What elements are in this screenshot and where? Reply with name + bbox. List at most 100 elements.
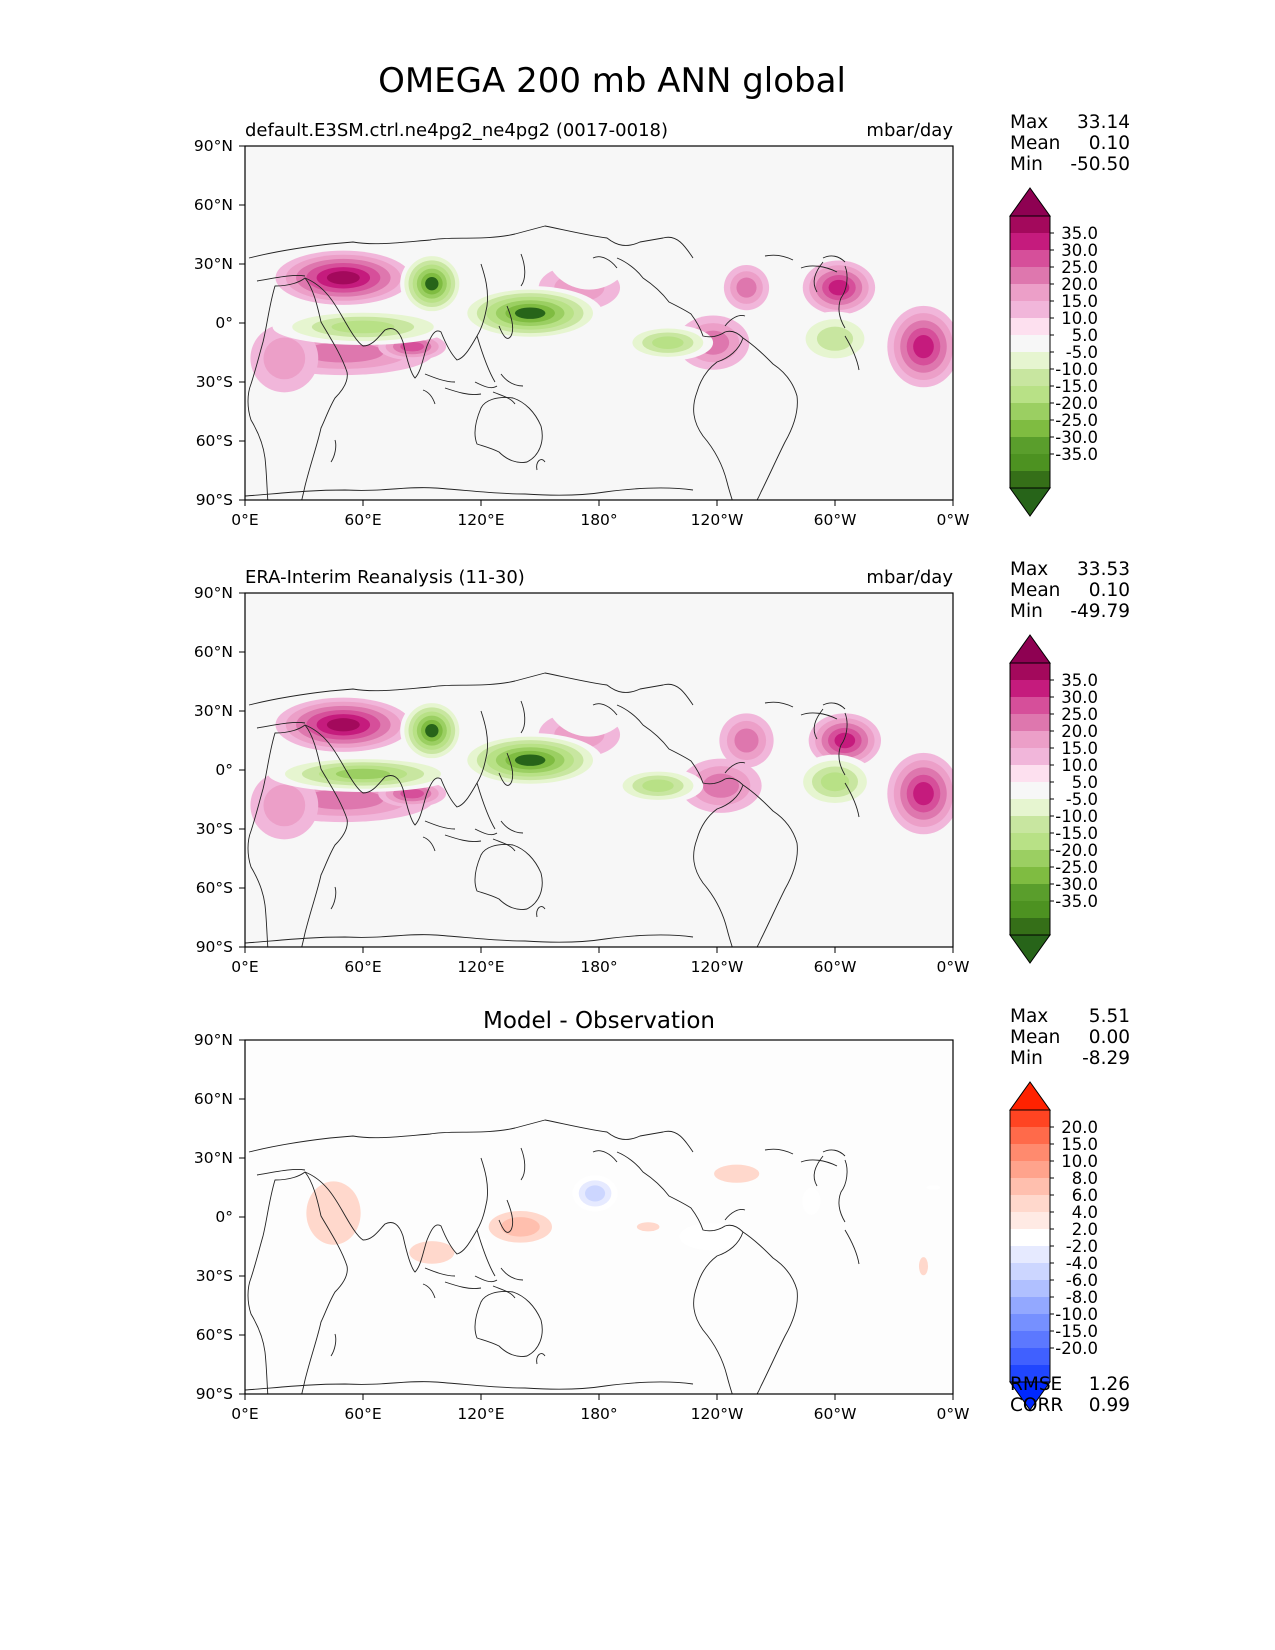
colorbar-label: -15.0 xyxy=(1055,377,1098,396)
stat-min-label: Min xyxy=(1010,1048,1043,1069)
stat-min-label: Min xyxy=(1010,601,1043,622)
colorbar-label: -8.0 xyxy=(1066,1288,1098,1307)
contour-feature xyxy=(734,728,759,753)
contour-feature xyxy=(326,718,360,732)
y-tick-label: 60°N xyxy=(194,1090,233,1108)
contour-feature xyxy=(543,199,635,290)
y-tick-label: 60°S xyxy=(196,432,233,450)
rmse-value: 1.26 xyxy=(1089,1374,1130,1395)
colorbar-label: -20.0 xyxy=(1055,394,1098,413)
contour-feature xyxy=(331,320,395,334)
y-tick-label: 30°S xyxy=(196,1267,233,1285)
contour-feature xyxy=(444,864,558,892)
stat-min-label: Min xyxy=(1010,154,1043,175)
x-tick-label: 180° xyxy=(580,958,617,976)
panel-title-left: default.E3SM.ctrl.ne4pg2_ne4pg2 (0017-00… xyxy=(245,120,668,141)
colorbar-label: 15.0 xyxy=(1061,1135,1098,1154)
contour-feature xyxy=(913,781,934,806)
colorbar-swatch xyxy=(1010,782,1050,799)
contour-feature xyxy=(306,1181,361,1245)
colorbar-swatch xyxy=(1010,318,1050,335)
colorbar-label: -20.0 xyxy=(1055,841,1098,860)
contour-feature xyxy=(500,1217,540,1237)
y-tick-label: 60°S xyxy=(196,879,233,897)
contour-feature xyxy=(514,754,546,766)
x-tick-label: 60°W xyxy=(814,1405,857,1423)
contour-feature xyxy=(263,337,306,380)
colorbar-label: 10.0 xyxy=(1061,1152,1098,1171)
y-tick-label: 60°N xyxy=(194,196,233,214)
colorbar-label: 10.0 xyxy=(1061,756,1098,775)
stat-mean-value: 0.10 xyxy=(1089,580,1130,601)
colorbar-swatch xyxy=(1010,799,1050,816)
colorbar-label: -5.0 xyxy=(1066,343,1098,362)
colorbar-swatch xyxy=(1010,403,1050,420)
stat-mean-value: 0.00 xyxy=(1089,1027,1130,1048)
contour-feature xyxy=(263,784,306,827)
colorbar-swatch xyxy=(1010,471,1050,488)
stat-max-label: Max xyxy=(1010,112,1048,133)
contour-fill xyxy=(245,199,953,500)
colorbar-swatch xyxy=(1010,680,1050,697)
colorbar-label: 2.0 xyxy=(1072,1220,1098,1239)
y-tick-label: 90°N xyxy=(194,137,233,155)
colorbar-swatch xyxy=(1010,352,1050,369)
corr-value: 0.99 xyxy=(1089,1395,1130,1416)
colorbar-swatch xyxy=(1010,731,1050,748)
colorbar-swatch xyxy=(1010,1348,1050,1365)
colorbar-label: 8.0 xyxy=(1072,1169,1098,1188)
colorbar-extend-max xyxy=(1009,1081,1051,1111)
colorbar-label: 25.0 xyxy=(1061,258,1098,277)
contour-feature xyxy=(802,1187,821,1215)
x-tick-label: 120°E xyxy=(457,511,504,529)
colorbar-label: -20.0 xyxy=(1055,1339,1098,1358)
colorbar: 20.015.010.08.06.04.02.0-2.0-4.0-6.0-8.0… xyxy=(1009,1081,1098,1411)
panel-model: default.E3SM.ctrl.ne4pg2_ne4pg2 (0017-00… xyxy=(194,120,970,529)
colorbar-extend-min xyxy=(1009,934,1051,964)
stat-max-value: 33.53 xyxy=(1077,559,1130,580)
colorbar-label: -25.0 xyxy=(1055,858,1098,877)
stat-max-label: Max xyxy=(1010,559,1048,580)
y-tick-label: 0° xyxy=(215,1208,233,1226)
contour-feature xyxy=(636,1222,660,1232)
colorbar-swatch xyxy=(1010,1263,1050,1280)
stat-mean-label: Mean xyxy=(1010,1027,1060,1048)
map-plot: 0°E 60°E 120°E 180° 120°W 60°W 0°W 90°N 60°N 30°N… xyxy=(194,1031,970,1423)
panel-title-center: Model - Observation xyxy=(483,1008,715,1034)
contour-feature xyxy=(820,772,850,792)
contour-feature xyxy=(918,1257,929,1276)
colorbar-swatch xyxy=(1010,233,1050,250)
contour-feature xyxy=(585,1185,606,1202)
colorbar-label: -15.0 xyxy=(1055,1322,1098,1341)
stats-block: Max 33.53 Mean 0.10 Min -49.79 xyxy=(1010,559,1130,622)
colorbar-swatch xyxy=(1010,867,1050,884)
y-tick-label: 30°S xyxy=(196,373,233,391)
contour-fill xyxy=(245,646,953,947)
y-tick-label: 0° xyxy=(215,314,233,332)
corr-label: CORR xyxy=(1010,1395,1063,1416)
colorbar-swatch xyxy=(1010,1331,1050,1348)
colorbar-label: 25.0 xyxy=(1061,705,1098,724)
y-tick-label: 90°S xyxy=(196,491,233,509)
colorbar-label: 15.0 xyxy=(1061,292,1098,311)
stat-max-value: 33.14 xyxy=(1077,112,1130,133)
colorbar-swatch xyxy=(1010,663,1050,680)
colorbar-label: 30.0 xyxy=(1061,241,1098,260)
y-tick-label: 30°N xyxy=(194,255,233,273)
x-tick-label: 120°W xyxy=(691,958,744,976)
colorbar-swatch xyxy=(1010,765,1050,782)
colorbar: 35.030.025.020.015.010.05.0-5.0-10.0-15.… xyxy=(1009,634,1098,964)
x-tick-label: 60°E xyxy=(344,511,381,529)
x-tick-label: 60°E xyxy=(344,958,381,976)
contour-feature xyxy=(679,1223,743,1251)
colorbar-label: -35.0 xyxy=(1055,445,1098,464)
contour-feature xyxy=(652,336,684,349)
contour-feature xyxy=(828,279,850,296)
colorbar-swatch xyxy=(1010,267,1050,284)
contour-feature xyxy=(303,342,384,363)
colorbar-label: -10.0 xyxy=(1055,360,1098,379)
colorbar-label: 5.0 xyxy=(1072,326,1098,345)
colorbar-swatch xyxy=(1010,437,1050,454)
contour-feature xyxy=(913,334,934,359)
